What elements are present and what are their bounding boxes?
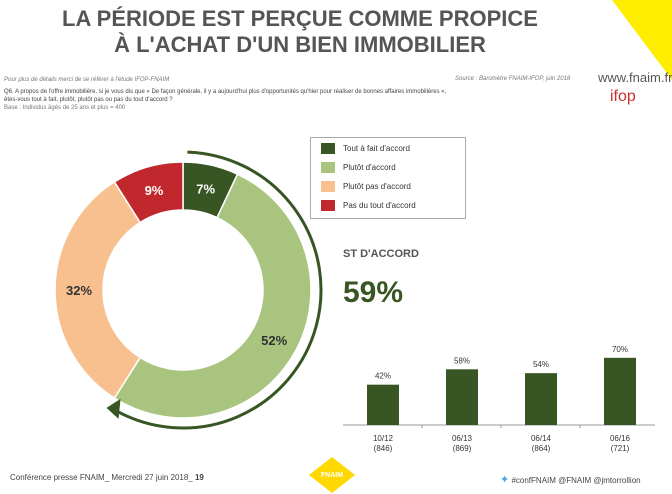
bar-value-label: 42% [375,372,391,381]
svg-text:FNAIM: FNAIM [321,472,343,479]
slice-label: 52% [261,333,287,348]
legend-swatch [321,199,335,211]
legend-label: Plutôt d'accord [343,162,396,172]
sample-size-label: (864) [532,444,551,453]
legend-label: Pas du tout d'accord [343,200,416,210]
yellow-corner-decoration [612,0,672,80]
social-handles: ✦ #confFNAIM @FNAIM @jmtorrollion [500,474,641,486]
page-number: 19 [194,473,204,482]
donut-chart: 7% 52% 32% 9% [54,150,323,430]
fnaim-logo: FNAIM [309,457,355,493]
legend-item: Pas du tout d'accord [321,196,465,214]
sample-size-label: (846) [374,444,393,453]
bar [446,369,478,425]
category-label: 06/13 [452,434,473,443]
legend-swatch [321,180,335,192]
bar [367,384,399,425]
footer: Conférence presse FNAIM_ Mercredi 27 jui… [10,473,204,482]
category-label: 06/14 [531,434,552,443]
donut-slice [113,173,312,419]
bar-chart: 42% 10/12(846) 58% 06/13(869) 54% 06/14(864) 7… [343,345,655,453]
bar [604,357,636,425]
donut-slice [113,161,184,224]
category-label: 06/16 [610,434,631,443]
sample-size-label: (869) [453,444,472,453]
website-link[interactable]: www.fnaim.fr [598,70,672,85]
slice-label: 7% [196,182,215,197]
legend-item: Tout à fait d'accord [321,139,465,157]
arrowhead-icon [106,398,121,419]
legend-label: Tout à fait d'accord [343,143,410,153]
legend-label: Plutôt pas d'accord [343,181,411,191]
st-accord-label: ST D'ACCORD [343,248,419,260]
legend-swatch [321,142,335,154]
source: Source : Baromètre FNAIM-IFOP, juin 2018 [455,76,571,82]
donut-slice [54,180,142,400]
bar-value-label: 58% [454,356,470,365]
sample-size-label: (721) [611,444,630,453]
legend: Tout à fait d'accord Plutôt d'accord Plutô… [310,137,466,219]
legend-item: Plutôt d'accord [321,158,465,176]
question-text: Q6. A propos de l'offre immobilière, si … [4,89,447,111]
study-note: Pour plus de détails merci de se référer… [4,77,170,83]
slice-label: 9% [145,183,164,198]
legend-item: Plutôt pas d'accord [321,177,465,195]
legend-swatch [321,161,335,173]
bar [525,373,557,425]
bar-value-label: 54% [533,360,549,369]
bar-value-label: 70% [612,345,628,354]
page-title: LA PÉRIODE EST PERÇUE COMME PROPICE À L'A… [62,6,538,57]
twitter-icon: ✦ [500,474,510,486]
ifop-logo: ifop [610,88,636,105]
st-accord-value: 59% [343,276,404,309]
agreement-arrow [115,150,323,430]
category-label: 10/12 [373,434,394,443]
slice-label: 32% [66,283,92,298]
